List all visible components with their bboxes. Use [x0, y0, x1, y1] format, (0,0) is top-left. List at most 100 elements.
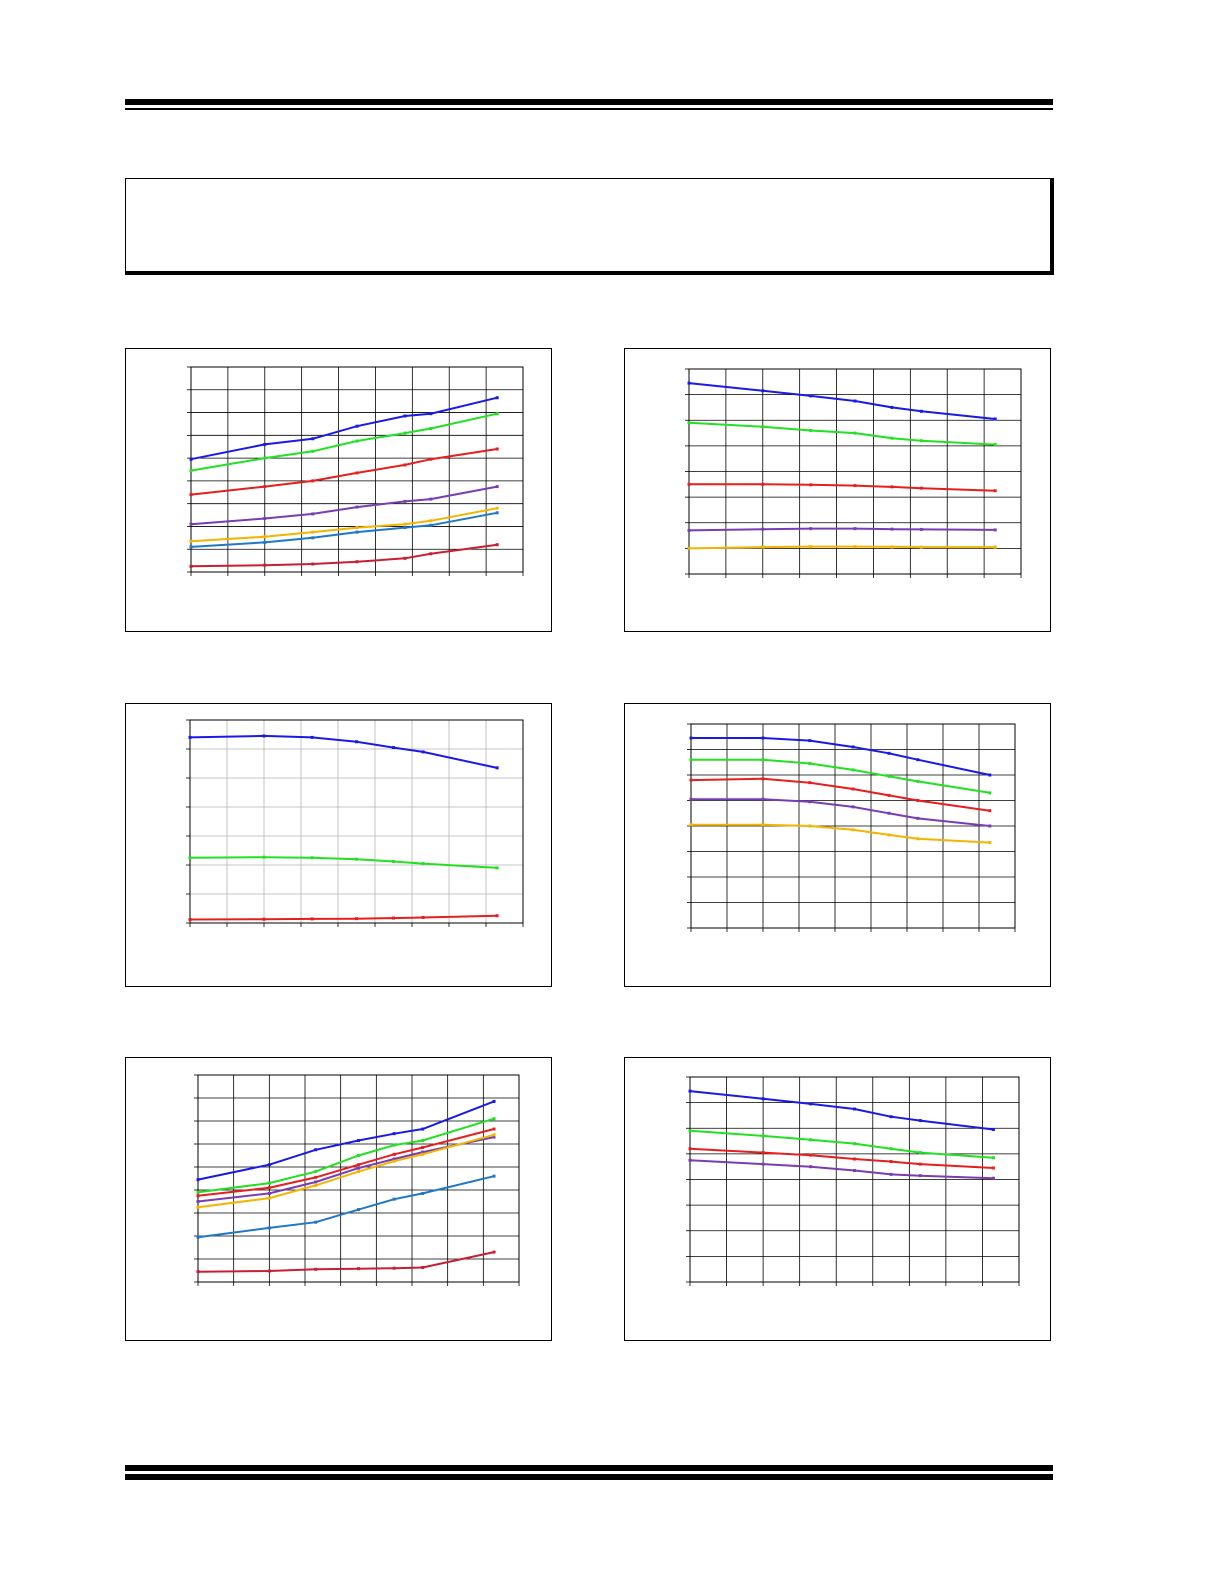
series-point [421, 1127, 425, 1131]
header-rule-thin [125, 108, 1053, 110]
series-point [263, 563, 267, 567]
series-point [188, 918, 192, 922]
series-point [196, 1205, 200, 1209]
series-point [392, 1159, 396, 1163]
series-point [993, 489, 997, 493]
series-point [492, 1250, 496, 1254]
series-point [262, 855, 266, 859]
series-point [429, 457, 433, 461]
series-point [314, 1267, 318, 1271]
series-point [421, 1145, 425, 1149]
series-point [492, 1127, 496, 1131]
series-point [761, 545, 765, 549]
series-point [189, 564, 193, 568]
series-point [853, 399, 857, 403]
series-line-1 [689, 1090, 994, 1131]
series-point [761, 758, 765, 762]
series-point [189, 493, 193, 497]
series-line-3 [190, 448, 498, 496]
series-point [689, 758, 693, 762]
series-point [492, 1117, 496, 1121]
chart-4 [687, 723, 1016, 932]
series-point [403, 414, 407, 418]
series-point [918, 1151, 922, 1155]
series-point [267, 1163, 271, 1167]
series-point [421, 1266, 425, 1270]
series-point [492, 1133, 496, 1137]
series-point [809, 527, 813, 531]
series-point [263, 485, 267, 489]
series-point [919, 545, 923, 549]
series-point [808, 824, 812, 828]
series-point [853, 484, 857, 488]
series-point [890, 436, 894, 440]
series-point [263, 442, 267, 446]
series-point [853, 545, 857, 549]
series-point [189, 469, 193, 473]
series-point [991, 1166, 995, 1170]
series-point [808, 800, 812, 804]
series-point [689, 736, 693, 740]
series-point [916, 779, 920, 783]
series-point [429, 552, 433, 556]
series-line-1 [189, 734, 498, 769]
series-point [988, 841, 992, 845]
header-rule-thick [125, 99, 1053, 105]
series-point [355, 560, 359, 564]
series-point [918, 1174, 922, 1178]
series-point [196, 1235, 200, 1239]
series-point [492, 1174, 496, 1178]
chart-6 [686, 1076, 1020, 1286]
figure-panel-4 [624, 703, 1051, 987]
series-point [357, 1208, 360, 1212]
series-point [687, 482, 691, 486]
series-line-5 [691, 823, 990, 844]
series-point [809, 394, 813, 398]
series-point [429, 427, 433, 430]
series-point [392, 1152, 396, 1156]
series-point [887, 774, 891, 778]
series-point [421, 750, 425, 754]
series-point [421, 1152, 425, 1156]
series-line-3 [189, 914, 498, 921]
series-point [392, 1132, 396, 1136]
series-point [263, 516, 267, 520]
series-point [429, 412, 433, 416]
series-point [311, 449, 315, 453]
series-point [392, 916, 395, 920]
plot-area-frame [189, 719, 524, 924]
series-point [919, 486, 923, 490]
figure-panel-1 [125, 348, 552, 632]
series-point [918, 1162, 922, 1166]
series-line-2 [189, 856, 498, 869]
series-point [311, 530, 315, 534]
series-point [889, 1160, 893, 1164]
series-point [761, 1162, 765, 1166]
series-point [495, 914, 499, 918]
series-point [492, 1099, 496, 1103]
series-point [429, 519, 433, 523]
series-point [761, 1097, 765, 1101]
series-point [916, 816, 920, 820]
series-point [355, 505, 359, 509]
series-point [355, 530, 359, 534]
series-point [392, 1143, 396, 1147]
series-point [189, 539, 193, 543]
series-point [689, 778, 693, 782]
series-point [267, 1186, 271, 1190]
series-point [357, 1163, 360, 1167]
series-line-7 [197, 1251, 495, 1273]
series-point [311, 479, 315, 483]
series-line-4 [190, 485, 498, 526]
series-point [889, 1147, 893, 1151]
series-point [355, 917, 358, 921]
series-point [188, 735, 192, 739]
series-point [495, 766, 499, 770]
series-point [853, 1142, 856, 1146]
series-point [761, 823, 765, 827]
series-point [355, 857, 358, 861]
series-point [761, 1134, 765, 1138]
plot-area-frame [688, 368, 1022, 575]
series-point [392, 860, 395, 864]
chart-1 [187, 366, 524, 576]
